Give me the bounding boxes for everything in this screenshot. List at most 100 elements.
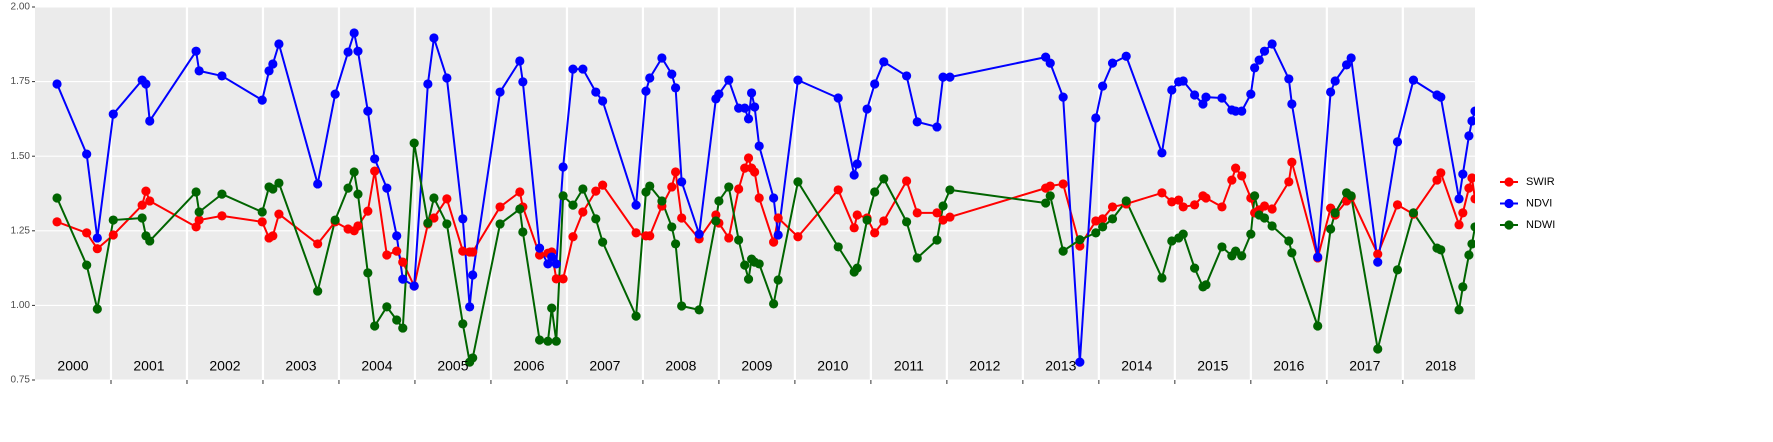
data-point	[274, 39, 284, 49]
data-point	[1313, 252, 1323, 262]
data-point	[773, 275, 783, 285]
data-point	[108, 109, 118, 119]
data-point	[82, 260, 92, 270]
data-point	[901, 71, 912, 81]
data-point	[1467, 173, 1475, 183]
data-point	[534, 250, 545, 260]
data-point	[578, 64, 588, 74]
legend: SWIR NDVI NDWI	[1500, 176, 1555, 231]
data-point	[1237, 251, 1247, 261]
data-point	[108, 215, 118, 225]
data-point	[370, 166, 380, 176]
data-point	[1284, 177, 1294, 187]
data-point	[879, 57, 889, 67]
data-point	[543, 336, 553, 346]
data-point	[82, 228, 92, 238]
data-point	[773, 213, 783, 223]
data-point	[849, 223, 859, 233]
data-point	[1267, 204, 1277, 214]
data-point	[495, 87, 505, 97]
data-point	[769, 299, 779, 309]
data-point	[740, 260, 750, 270]
x-tick-label: 2014	[1121, 358, 1152, 374]
data-point	[349, 167, 359, 177]
data-point	[750, 102, 760, 112]
data-point	[743, 274, 754, 284]
data-point	[137, 200, 147, 210]
data-point	[1045, 58, 1055, 68]
data-point	[353, 46, 363, 56]
data-point	[1373, 249, 1383, 259]
data-point	[1454, 305, 1464, 315]
data-point	[1058, 246, 1068, 256]
data-point	[724, 233, 734, 243]
data-point	[591, 87, 601, 97]
data-point	[145, 196, 155, 206]
x-tick-label: 2000	[57, 358, 88, 374]
data-point	[932, 235, 942, 245]
data-point	[746, 88, 757, 98]
data-point	[145, 236, 155, 246]
data-point	[1330, 208, 1340, 218]
data-point	[264, 66, 274, 76]
data-point	[591, 214, 601, 224]
data-point	[1313, 321, 1323, 331]
data-point	[547, 303, 557, 313]
data-point	[598, 180, 608, 190]
data-point	[773, 230, 783, 240]
data-point	[1091, 113, 1101, 123]
data-point	[740, 103, 750, 113]
data-point	[1464, 250, 1474, 260]
data-point	[1157, 148, 1167, 158]
data-point	[1107, 58, 1118, 68]
data-point	[694, 229, 704, 239]
data-point	[551, 274, 561, 284]
data-point	[1458, 282, 1468, 292]
data-point	[1454, 194, 1464, 204]
x-tick-label: 2015	[1197, 358, 1228, 374]
data-point	[912, 208, 922, 218]
data-point	[932, 208, 942, 218]
data-point	[1217, 202, 1227, 212]
data-point	[191, 187, 201, 197]
data-point	[714, 89, 724, 99]
legend-label: SWIR	[1526, 176, 1555, 188]
data-point	[578, 207, 588, 217]
data-point	[945, 72, 955, 82]
data-point	[912, 117, 922, 127]
x-tick-label: 2010	[817, 358, 848, 374]
data-point	[645, 231, 655, 241]
data-point	[257, 207, 267, 217]
data-point	[1246, 229, 1256, 239]
data-point	[754, 193, 764, 203]
data-point	[382, 302, 392, 312]
data-point	[558, 274, 568, 284]
data-point	[1267, 39, 1277, 49]
data-point	[1267, 221, 1277, 231]
data-point	[217, 189, 227, 199]
data-point	[667, 69, 677, 79]
data-point	[1326, 224, 1336, 234]
data-point	[141, 79, 151, 89]
data-point	[631, 228, 641, 238]
data-point	[1287, 99, 1297, 109]
x-tick-label: 2018	[1425, 358, 1456, 374]
data-point	[1075, 235, 1085, 245]
data-point	[1326, 87, 1336, 97]
data-point	[392, 231, 402, 241]
data-point	[468, 270, 478, 280]
data-point	[1058, 92, 1068, 102]
data-point	[363, 106, 373, 116]
data-point	[1217, 242, 1227, 252]
data-point	[257, 217, 267, 227]
data-point	[534, 243, 545, 253]
data-point	[370, 321, 380, 331]
data-point	[598, 96, 608, 106]
y-tick-label: 1.25	[11, 225, 31, 236]
legend-label: NDWI	[1526, 219, 1555, 231]
data-point	[1458, 169, 1468, 179]
data-point	[568, 232, 578, 242]
data-point	[1227, 175, 1237, 185]
data-point	[945, 212, 955, 222]
y-tick-label: 1.75	[11, 76, 31, 87]
